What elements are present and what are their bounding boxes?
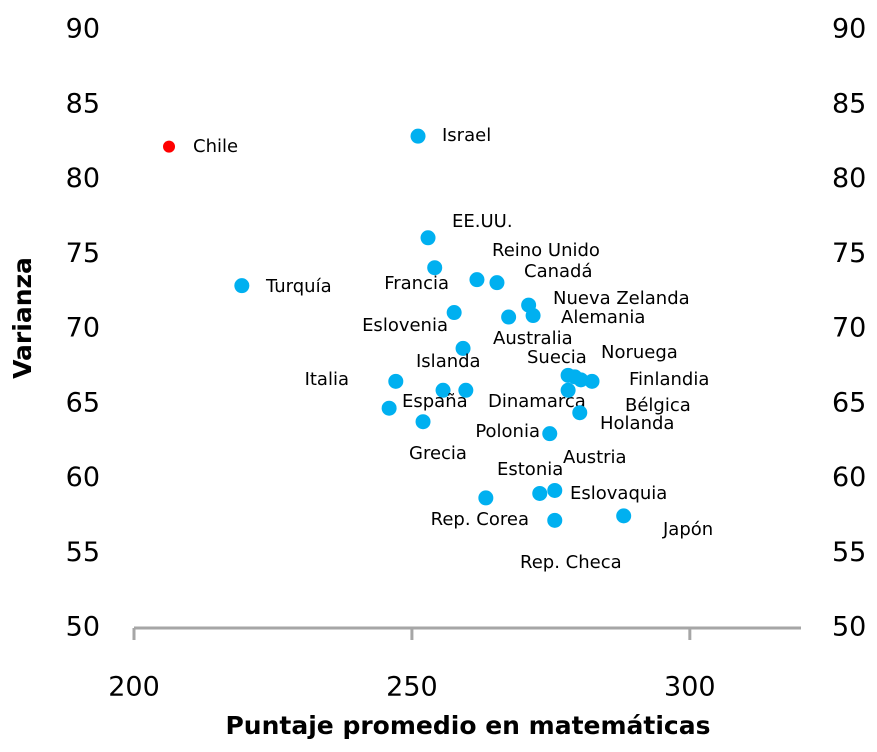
y-tick-label: 75 — [66, 238, 100, 269]
point-label: Rep. Corea — [431, 509, 529, 530]
y-tick-label: 85 — [66, 88, 100, 119]
point — [547, 512, 563, 528]
x-tick-label: 300 — [664, 672, 716, 703]
point-label: Francia — [384, 273, 449, 294]
y-tick-label: 55 — [66, 537, 100, 568]
point-label: Israel — [442, 125, 491, 146]
point — [532, 485, 548, 501]
point — [542, 426, 558, 442]
point — [616, 508, 632, 524]
point-label: EE.UU. — [452, 211, 513, 232]
point-label: Dinamarca — [488, 391, 586, 412]
point — [584, 373, 600, 389]
point-label: Suecia — [527, 347, 587, 368]
point — [478, 490, 494, 506]
point-label: Reino Unido — [492, 240, 600, 261]
y-tick-label: 70 — [66, 313, 100, 344]
point — [446, 305, 462, 321]
point-label: España — [402, 391, 468, 412]
y2-tick-label: 70 — [832, 313, 866, 344]
point-label: Chile — [193, 136, 238, 157]
point — [427, 260, 443, 276]
y2-tick-label: 90 — [832, 14, 866, 45]
point-label: Austria — [563, 447, 627, 468]
point-label: Noruega — [601, 342, 678, 363]
point-label: Italia — [305, 369, 349, 390]
point-label: Eslovaquia — [570, 483, 667, 504]
point — [455, 340, 471, 356]
point-label: Turquía — [265, 276, 332, 297]
y2-tick-label: 65 — [832, 387, 866, 418]
point — [525, 308, 541, 324]
y-tick-label: 65 — [66, 387, 100, 418]
point — [234, 278, 250, 294]
point-label: Nueva Zelanda — [553, 288, 690, 309]
point-label: Alemania — [561, 307, 645, 328]
x-tick-label: 200 — [108, 672, 160, 703]
y2-tick-label: 85 — [832, 88, 866, 119]
point-label: Islanda — [416, 351, 481, 372]
y2-tick-label: 75 — [832, 238, 866, 269]
point-label: Rep. Checa — [520, 552, 622, 573]
point — [469, 272, 485, 288]
point — [573, 372, 589, 388]
point — [547, 482, 563, 498]
point-label: Holanda — [600, 413, 674, 434]
y-tick-label: 80 — [66, 163, 100, 194]
point — [381, 400, 397, 416]
x-axis-label: Puntaje promedio en matemáticas — [225, 711, 710, 740]
point — [501, 309, 517, 325]
point — [415, 414, 431, 430]
point — [420, 230, 436, 246]
point-label: Eslovenia — [362, 315, 448, 336]
point-label: Canadá — [524, 261, 593, 282]
y-axis-label: Varianza — [8, 257, 37, 379]
point-label: Finlandia — [629, 369, 709, 390]
y2-tick-label: 60 — [832, 462, 866, 493]
point — [572, 405, 588, 421]
y2-tick-label: 50 — [832, 612, 866, 643]
point — [388, 373, 404, 389]
point-label: Japón — [662, 519, 713, 540]
y2-tick-label: 55 — [832, 537, 866, 568]
x-tick-label: 250 — [386, 672, 438, 703]
point-label: Australia — [493, 328, 573, 349]
y-tick-label: 60 — [66, 462, 100, 493]
y2-tick-label: 80 — [832, 163, 866, 194]
point — [458, 382, 474, 398]
point — [163, 140, 176, 153]
point-label: Estonia — [497, 459, 563, 480]
point-label: Grecia — [409, 443, 467, 464]
point — [435, 382, 451, 398]
y-tick-label: 50 — [66, 612, 100, 643]
point — [489, 275, 505, 291]
point — [560, 382, 576, 398]
point-label: Bélgica — [625, 395, 691, 416]
point-label: Polonia — [475, 421, 540, 442]
point — [410, 128, 426, 144]
y-tick-label: 90 — [66, 14, 100, 45]
